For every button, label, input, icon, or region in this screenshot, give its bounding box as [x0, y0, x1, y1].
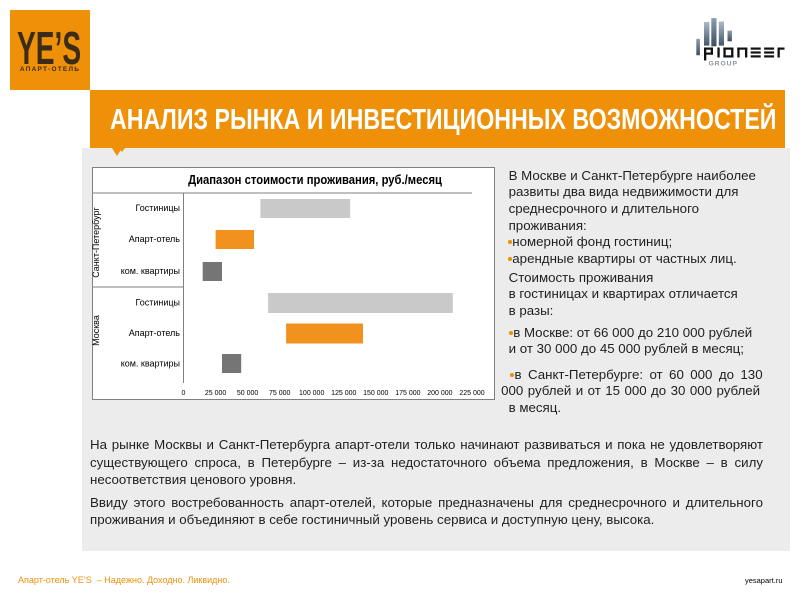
svg-text:Гостиницы: Гостиницы — [135, 203, 180, 213]
svg-text:ком. квартиры: ком. квартиры — [121, 359, 180, 369]
svg-text:125 000: 125 000 — [331, 390, 356, 397]
svg-text:ком. квартиры: ком. квартиры — [121, 266, 180, 276]
svg-text:100 000: 100 000 — [299, 390, 324, 397]
svg-text:75 000: 75 000 — [269, 390, 291, 397]
svg-text:Москва: Москва — [92, 315, 101, 346]
svg-text:50 000: 50 000 — [237, 390, 259, 397]
svg-text:Гостиницы: Гостиницы — [135, 298, 180, 308]
svg-text:0: 0 — [182, 390, 186, 397]
svg-text:Апарт-отель: Апарт-отель — [129, 328, 181, 338]
svg-text:150 000: 150 000 — [363, 390, 388, 397]
svg-text:225 000: 225 000 — [459, 390, 484, 397]
svg-text:200 000: 200 000 — [427, 390, 452, 397]
svg-text:Санкт-Петербург: Санкт-Петербург — [92, 206, 101, 277]
svg-text:Апарт-отель: Апарт-отель — [129, 234, 181, 244]
svg-text:GROUP: GROUP — [709, 61, 738, 68]
svg-text:175 000: 175 000 — [395, 390, 420, 397]
svg-text:25 000: 25 000 — [205, 390, 227, 397]
svg-text:Диапазон стоимости проживания,: Диапазон стоимости проживания, руб./меся… — [188, 172, 442, 187]
